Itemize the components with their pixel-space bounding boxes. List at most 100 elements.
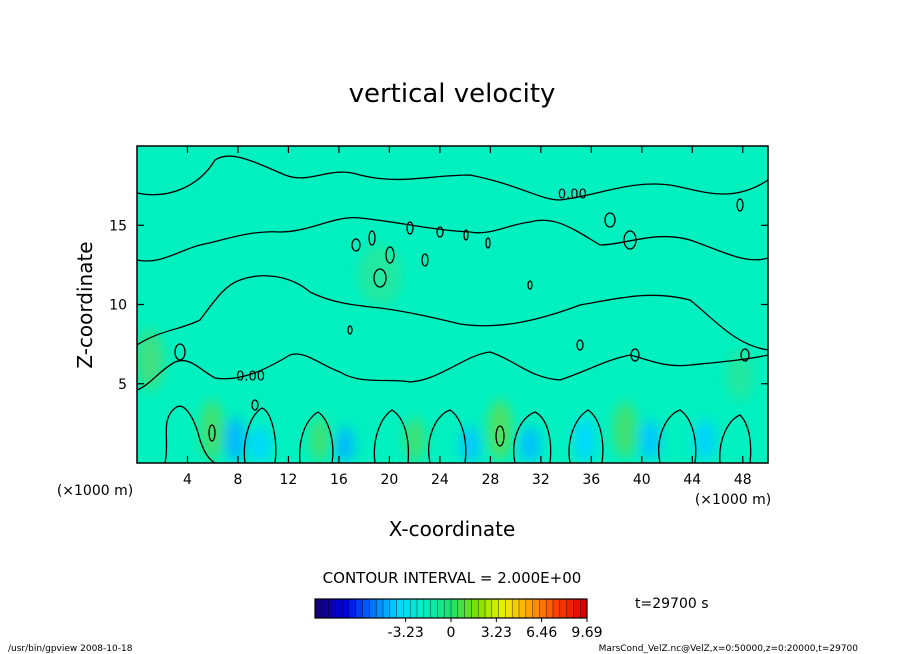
x-tick-label: 8 [233,472,242,488]
contour-loop [368,230,376,246]
colorbar-segment [553,599,561,618]
colorbar [314,599,588,618]
x-tick-label: 16 [330,472,348,488]
contour-label: 0.00 [236,370,265,385]
contour-line [137,275,768,351]
contour-loop [174,343,186,361]
x-tick-label: 4 [183,472,192,488]
x-tick-label: 24 [431,472,449,488]
colorbar-segment [491,599,499,618]
contour-loop [527,280,533,290]
colorbar-segment [546,599,554,618]
contour-loop [251,399,259,411]
colorbar-segment [396,599,404,618]
colorbar-segment [369,599,377,618]
contour-loop [351,238,361,252]
velocity-field-background [137,146,768,463]
contour-label: 0.00 [558,187,587,202]
colorbar-segment [437,599,445,618]
colorbar-segment [573,599,581,618]
contour-loop [630,348,640,362]
velocity-patch [405,418,425,462]
colorbar-segment [525,599,533,618]
contour-loop [740,348,750,362]
velocity-patch [336,427,354,463]
colorbar-segment [383,599,391,618]
contour-line [719,414,752,463]
contour-labels: 0.00 0.00 [236,187,587,384]
contour-line [299,411,334,463]
colorbar-tick-label: 0 [447,625,456,641]
contour-loop [385,246,395,264]
contour-interval-label: CONTOUR INTERVAL = 2.000E+00 [323,569,582,587]
colorbar-tick-label: 3.23 [481,625,512,641]
footer-left: /usr/bin/gpview 2008-10-18 [8,644,133,654]
y-tick-label: 10 [109,298,127,314]
contour-loop [406,221,414,235]
colorbar-segment [566,599,574,618]
x-tick-label: 44 [683,472,701,488]
colorbar-segment [539,599,547,618]
contour-loop [208,424,216,442]
contour-loop [347,325,353,335]
y-axis-label: Z-coordinate [73,241,97,368]
colorbar-segment [478,599,486,618]
contour-loop [436,226,444,238]
colorbar-segment [512,599,520,618]
contour-line [137,351,768,391]
colorbar-segment [423,599,431,618]
velocity-patch [640,420,660,460]
contour-loop [576,339,584,351]
contour-loop [623,230,637,250]
contour-line [164,405,216,463]
velocity-patch [310,418,330,462]
x-tick-label: 12 [280,472,298,488]
colorbar-segment [362,599,370,618]
x-tick-label: 36 [582,472,600,488]
contour-loop [421,253,429,267]
x-tick-label: 28 [481,472,499,488]
y-tick-label: 15 [109,218,127,234]
contour-loop [604,212,616,228]
colorbar-segment [335,599,343,618]
velocity-patch [358,245,402,305]
velocity-patch [575,418,595,462]
velocity-patch [613,402,637,458]
colorbar-segment [410,599,418,618]
colorbar-segment [498,599,506,618]
x-tick-label: 40 [633,472,651,488]
contour-loop [736,198,744,212]
contour-line [373,409,410,463]
x-tick-label: 48 [734,472,752,488]
colorbar-ticks: -3.23 0 3.23 6.46 9.69 [388,618,603,641]
contour-line [137,155,768,201]
colorbar-segment [532,599,540,618]
colorbar-segment [355,599,363,618]
colorbar-segment [559,599,567,618]
colorbar-segment [519,599,527,618]
colorbar-segment [457,599,465,618]
velocity-patch [488,400,512,460]
y-tick-label: 5 [118,377,127,393]
contour-line [428,409,467,463]
velocity-patch [225,418,245,462]
velocity-patch [200,400,224,460]
colorbar-segment [376,599,384,618]
x-axis-unit: (×1000 m) [695,492,771,508]
colorbar-segment [321,599,329,618]
contour-lines [137,155,768,463]
colorbar-tick-label: 9.69 [571,625,602,641]
colorbar-segment [580,599,588,618]
x-tick-label: 32 [532,472,550,488]
colorbar-segment [430,599,438,618]
colorbar-segment [315,599,323,618]
colorbar-tick-label: -3.23 [388,625,424,641]
time-label: t=29700 s [635,596,709,612]
colorbar-segment [471,599,479,618]
x-axis: 4 8 12 16 20 24 28 32 36 40 44 48 [183,146,752,488]
colorbar-segment [389,599,397,618]
colorbar-segment [485,599,493,618]
colorbar-segment [403,599,411,618]
